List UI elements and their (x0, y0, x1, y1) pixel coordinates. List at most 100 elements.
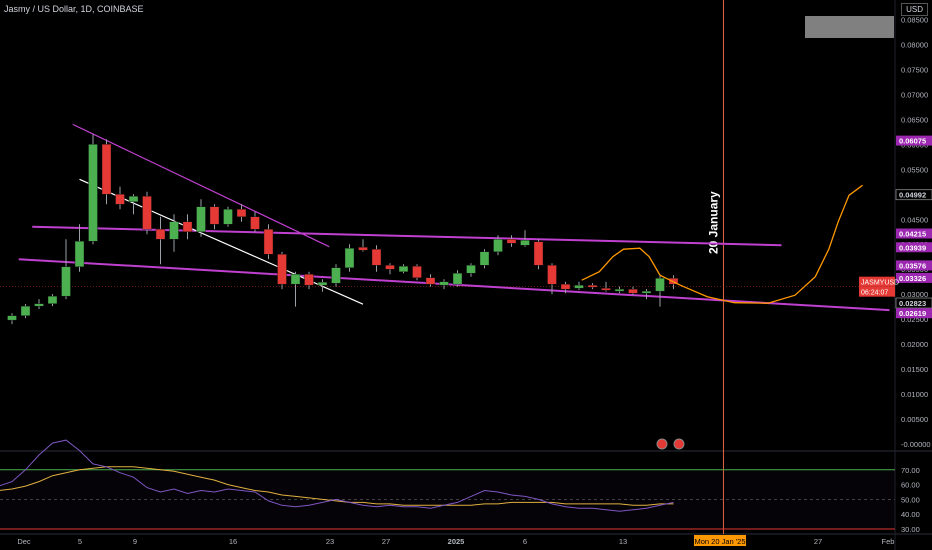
candle-body (385, 265, 395, 270)
y-tick-label: 0.01000 (901, 390, 928, 399)
y-tick-label: 0.01500 (901, 365, 928, 374)
candle-body (61, 266, 71, 297)
wedge-bottom-line (79, 178, 364, 305)
price-label: 0.02619 (899, 309, 926, 318)
candle-body (439, 281, 449, 286)
price-label-bg (896, 308, 932, 319)
x-tick-label: 23 (326, 537, 334, 546)
date-tag-bg (694, 535, 746, 546)
ticker-tag-bg (859, 286, 895, 297)
candle-body (7, 315, 17, 321)
candle-body (263, 229, 274, 255)
rsi-tick-label: 60.00 (901, 481, 920, 490)
price-label-bg (895, 297, 932, 309)
y-tick-label: 0.04500 (901, 215, 928, 224)
y-tick-label: 0.06500 (901, 115, 928, 124)
price-label-bg (896, 135, 932, 146)
x-tick-label: 6 (523, 537, 527, 546)
rsi-tick-label: 50.00 (901, 495, 920, 504)
x-tick-label: 27 (814, 537, 822, 546)
price-label: 0.02823 (899, 299, 926, 308)
rsi-ma-line (0, 466, 674, 506)
vertical-line-label: 20 January (706, 191, 720, 254)
price-label: 0.03326 (899, 274, 926, 283)
y-tick-label: -0.00000 (901, 440, 931, 449)
candle-body (236, 209, 247, 217)
candle-body (641, 290, 652, 294)
price-label-bg (896, 228, 932, 239)
x-tick-label: Feb (882, 537, 895, 546)
x-tick-label: 5 (78, 537, 82, 546)
candle-body (155, 229, 166, 240)
chart-title: Jasmy / US Dollar, 1D, COINBASE (4, 4, 144, 14)
candle-body (614, 288, 625, 292)
y-tick-label: 0.00500 (901, 415, 928, 424)
y-tick-label: 0.08500 (901, 15, 928, 24)
projection-curve (581, 184, 863, 304)
candle-body (412, 266, 422, 278)
candle-body (628, 288, 638, 294)
x-tick-label: 27 (382, 537, 390, 546)
rsi-tick-label: 70.00 (901, 466, 920, 475)
price-label-bg (896, 272, 932, 283)
price-label: 0.03939 (899, 243, 926, 252)
candle-body (425, 277, 436, 285)
x-tick-label: 13 (619, 537, 627, 546)
ticker-tag: JASMYUSD (861, 280, 899, 287)
x-tick-label: 16 (229, 537, 237, 546)
x-tick-label: Dec (17, 537, 31, 546)
candle-body (277, 254, 287, 285)
rsi-line (0, 439, 674, 512)
candle-body (290, 273, 301, 285)
price-label-bg (896, 260, 932, 271)
price-label-bg (896, 242, 932, 253)
candle-body (371, 249, 382, 266)
candle-body (115, 194, 125, 205)
event-marker-icon (656, 438, 668, 450)
candle-body (587, 284, 598, 288)
candle-body (209, 206, 220, 225)
price-label: 0.04215 (899, 229, 926, 238)
candle-body (479, 251, 490, 266)
candle-body (574, 284, 584, 289)
candle-body (196, 206, 206, 232)
currency-button[interactable]: USD (901, 3, 928, 16)
candle-body (520, 240, 530, 246)
y-tick-label: 0.08000 (901, 40, 928, 49)
event-marker-icon (673, 438, 685, 450)
candle-body (304, 273, 314, 286)
candle-body (398, 266, 409, 272)
wedge-top-line (72, 123, 330, 248)
x-tick-label: 2025 (448, 537, 465, 546)
candle-body (223, 209, 233, 225)
candle-body (142, 196, 152, 230)
ticker-tag-bg (859, 276, 895, 287)
price-label: 0.06075 (899, 137, 926, 146)
ticker-tag: 06:24:07 (861, 290, 888, 297)
rsi-tick-label: 30.00 (901, 525, 920, 534)
y-tick-label: 0.03000 (901, 290, 928, 299)
y-tick-label: 0.02000 (901, 340, 928, 349)
candle-body (547, 265, 557, 285)
candle-body (34, 303, 44, 307)
candle-body (169, 221, 179, 240)
candle-body (533, 241, 544, 266)
candle-body (20, 305, 31, 316)
candle-body (655, 277, 665, 292)
candle-body (88, 144, 98, 242)
lower-channel-line (18, 258, 890, 312)
candle-body (101, 144, 112, 195)
y-tick-label: 0.07000 (901, 90, 928, 99)
y-tick-label: 0.02500 (901, 315, 928, 324)
candle-body (601, 287, 611, 291)
rsi-tick-label: 40.00 (901, 510, 920, 519)
candle-body (493, 239, 503, 252)
candle-body (74, 241, 85, 267)
date-tag: Mon 20 Jan '25 (694, 537, 745, 546)
candle-body (452, 272, 463, 285)
candle-body (331, 267, 341, 284)
price-label: 0.03576 (899, 261, 926, 270)
candle-body (466, 265, 476, 274)
